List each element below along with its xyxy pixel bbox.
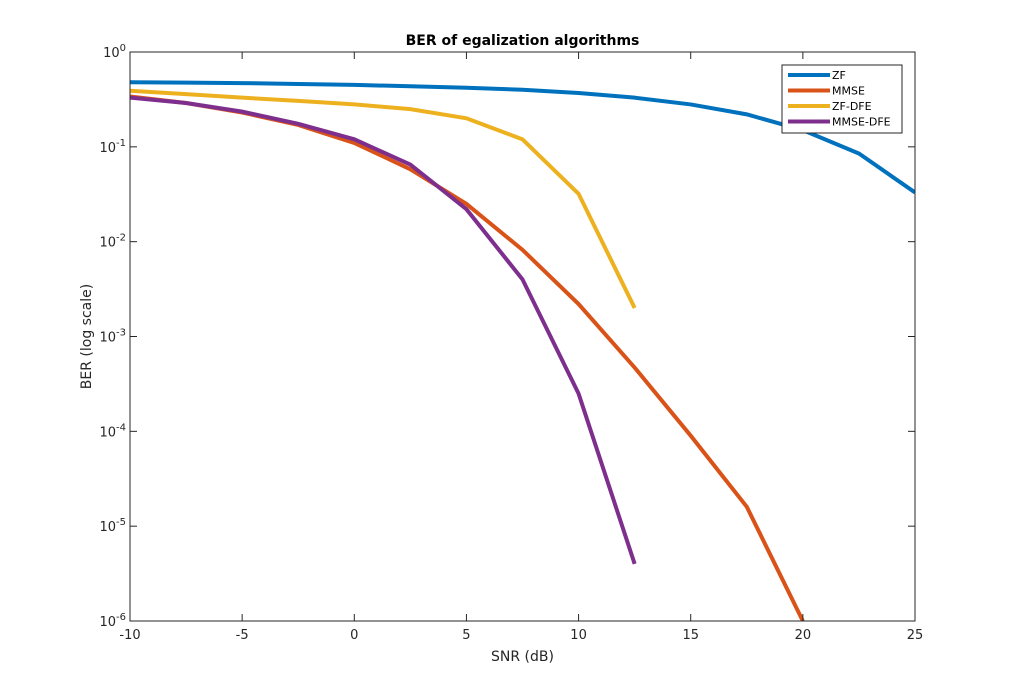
chart-title: BER of egalization algorithms <box>406 33 640 49</box>
y-tick-label: 10-1 <box>99 138 126 156</box>
x-tick-label: 15 <box>682 628 699 643</box>
y-tick-label-exponent: -3 <box>116 328 126 339</box>
legend-label: MMSE <box>832 85 865 98</box>
x-axis-label: SNR (dB) <box>491 649 554 665</box>
y-tick-label-base: 10 <box>99 615 116 630</box>
series-line-mmse-dfe <box>130 95 637 565</box>
y-tick-label: 10-4 <box>99 422 126 440</box>
y-tick-label-base: 10 <box>99 236 116 251</box>
y-tick-label: 100 <box>103 43 126 61</box>
y-tick-label-exponent: -2 <box>116 233 126 244</box>
y-tick-label-base: 10 <box>99 331 116 346</box>
y-tick-label-exponent: -1 <box>116 138 126 149</box>
x-tick-label: -10 <box>119 628 140 643</box>
y-tick-label: 10-6 <box>99 612 126 630</box>
y-tick-label: 10-3 <box>99 328 126 346</box>
y-tick-label-exponent: -5 <box>116 517 126 528</box>
legend: ZF MMSE ZF-DFE MMSE-DFE <box>781 64 903 134</box>
legend-label: ZF-DFE <box>832 100 872 113</box>
y-tick-label: 10-2 <box>99 233 126 251</box>
y-tick-label-base: 10 <box>103 46 120 61</box>
y-axis-label: BER (log scale) <box>79 284 95 389</box>
y-tick-label-base: 10 <box>99 425 116 440</box>
y-tick-label-base: 10 <box>99 141 116 156</box>
y-tick-label-exponent: -6 <box>116 612 126 623</box>
y-tick-label-exponent: 0 <box>120 43 126 54</box>
x-axis: -10 -5 0 5 10 15 20 25 <box>119 52 923 643</box>
legend-label: MMSE-DFE <box>832 116 891 129</box>
series-line-zf-dfe <box>130 88 637 309</box>
y-tick-label: 10-5 <box>99 517 126 535</box>
legend-label: ZF <box>832 69 846 82</box>
x-tick-label: 25 <box>907 628 924 643</box>
x-tick-label: -5 <box>236 628 249 643</box>
y-tick-label-exponent: -4 <box>116 422 126 433</box>
x-tick-label: 20 <box>795 628 812 643</box>
plot-area <box>130 52 915 621</box>
x-tick-label: 10 <box>570 628 587 643</box>
x-tick-label: 5 <box>462 628 470 643</box>
y-tick-label-base: 10 <box>99 520 116 535</box>
x-tick-label: 0 <box>350 628 358 643</box>
